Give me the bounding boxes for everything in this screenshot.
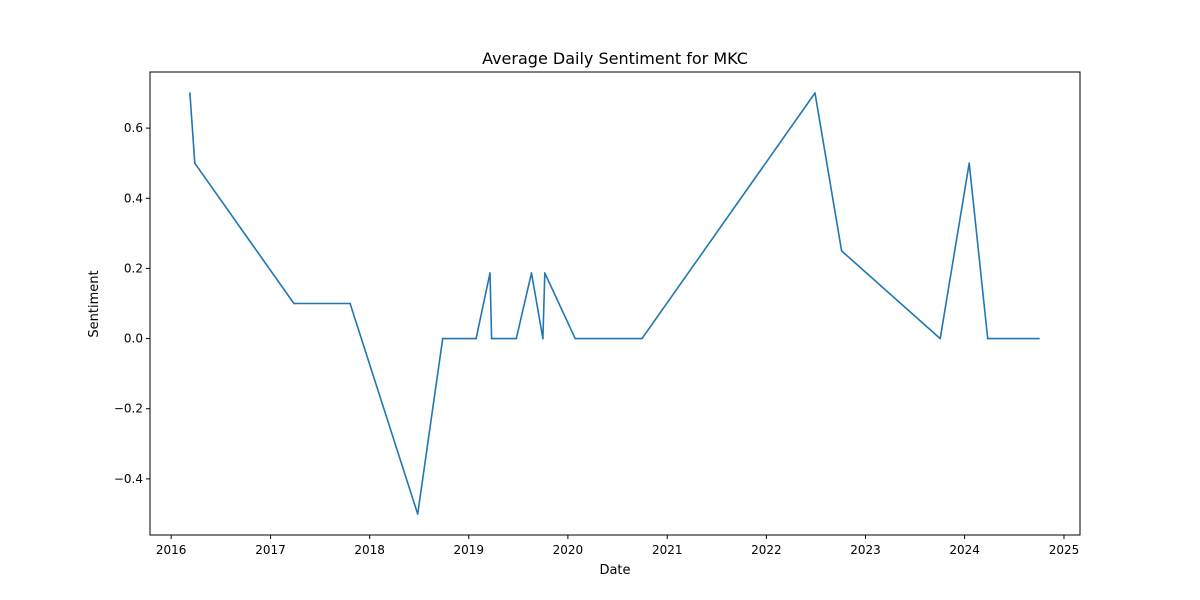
chart-title: Average Daily Sentiment for MKC (482, 49, 748, 68)
x-axis: 2016 2017 2018 2019 2020 2021 2022 2023 2024 2025 (156, 535, 1079, 557)
data-point (475, 337, 477, 340)
data-point (441, 337, 444, 340)
data-point (1038, 337, 1040, 340)
data-point (349, 302, 351, 305)
x-tick-label: 2018 (354, 543, 385, 557)
y-tick-label: 0.2 (124, 261, 143, 275)
data-point (189, 92, 191, 94)
x-tick-label: 2017 (255, 543, 286, 557)
x-tick-label: 2023 (850, 543, 881, 557)
y-tick-label: −0.2 (114, 402, 143, 416)
data-point (574, 337, 577, 340)
data-point (542, 337, 544, 340)
data-point (968, 162, 971, 164)
data-point (490, 337, 493, 340)
x-tick-label: 2020 (553, 543, 584, 557)
x-tick-label: 2022 (751, 543, 782, 557)
data-point (939, 337, 941, 340)
y-tick-label: 0.0 (124, 332, 143, 346)
x-tick-label: 2024 (949, 543, 980, 557)
x-tick-label: 2021 (652, 543, 683, 557)
y-axis-label: Sentiment (87, 270, 102, 337)
data-point (544, 272, 546, 274)
y-axis: −0.4 −0.2 0.0 0.2 0.4 0.6 (114, 121, 150, 486)
plot-frame (149, 71, 1081, 536)
data-point (840, 250, 843, 252)
series-layer (189, 92, 1040, 515)
y-tick-label: 0.6 (124, 121, 143, 135)
x-tick-label: 2016 (156, 543, 187, 557)
data-point (814, 92, 816, 94)
x-tick-label: 2025 (1049, 543, 1080, 557)
y-tick-label: 0.4 (124, 191, 143, 205)
data-point (530, 272, 533, 274)
series-line (189, 92, 1039, 515)
data-point (489, 272, 491, 274)
x-tick-label: 2019 (454, 543, 485, 557)
data-point (293, 302, 295, 305)
data-point (515, 337, 518, 340)
data-point (194, 162, 196, 164)
data-point (416, 513, 419, 515)
data-point (641, 337, 643, 340)
data-point (986, 337, 989, 340)
plot-area (149, 71, 1081, 536)
x-axis-label: Date (599, 563, 630, 578)
y-tick-label: −0.4 (114, 472, 143, 486)
